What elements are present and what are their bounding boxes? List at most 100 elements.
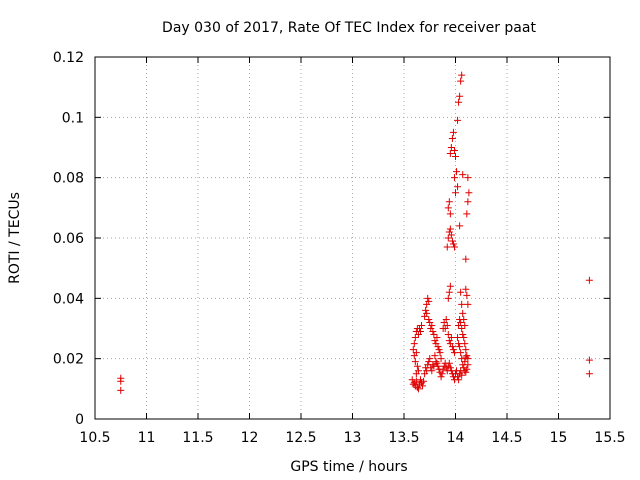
- data-point: [418, 321, 426, 329]
- data-point: [463, 291, 471, 299]
- axis-ticks: 10.5 11 11.5 12 12.5 13 13.5 14 14.5 15 15.5 0 0.02 0…: [53, 50, 626, 446]
- data-point: [411, 334, 419, 342]
- data-point: [425, 297, 433, 305]
- data-point: [455, 98, 463, 106]
- data-point: [458, 300, 466, 308]
- data-point: [464, 300, 472, 308]
- x-tick-label: 13.5: [388, 430, 419, 446]
- data-point: [436, 349, 444, 357]
- data-point: [448, 343, 456, 351]
- chart-title: Day 030 of 2017, Rate Of TEC Index for r…: [162, 20, 536, 36]
- y-tick-label: 0.06: [53, 231, 84, 247]
- data-point: [462, 285, 470, 293]
- data-point: [425, 315, 433, 323]
- data-point: [422, 306, 430, 314]
- y-tick-label: 0: [75, 412, 84, 428]
- data-point: [463, 365, 471, 373]
- data-point: [445, 359, 453, 367]
- data-point: [454, 116, 462, 124]
- data-point: [424, 294, 432, 302]
- data-points: [117, 71, 593, 394]
- data-point: [458, 371, 466, 379]
- data-point: [443, 321, 451, 329]
- y-axis-label: ROTI / TECUs: [7, 192, 23, 284]
- data-point: [458, 355, 466, 363]
- data-point: [457, 349, 465, 357]
- data-point: [458, 325, 466, 332]
- data-point: [437, 373, 445, 381]
- data-point: [444, 204, 452, 212]
- y-tick-label: 0.02: [53, 352, 84, 368]
- data-point: [464, 361, 472, 369]
- data-point: [458, 71, 466, 79]
- data-point: [428, 321, 436, 329]
- data-point: [435, 346, 443, 354]
- data-point: [420, 377, 428, 385]
- data-point: [455, 376, 463, 384]
- data-point: [457, 288, 465, 296]
- data-point: [455, 340, 463, 348]
- data-point: [437, 355, 445, 363]
- data-point: [454, 334, 462, 342]
- data-point: [459, 171, 467, 179]
- grid: [95, 57, 610, 419]
- data-point: [412, 377, 420, 385]
- data-point: [462, 353, 470, 361]
- data-point: [416, 376, 424, 384]
- data-point: [431, 352, 439, 360]
- data-point: [461, 358, 469, 366]
- data-point: [462, 368, 470, 376]
- y-tick-label: 0.08: [53, 171, 84, 187]
- data-point: [433, 334, 441, 342]
- data-point: [446, 364, 454, 372]
- data-point: [416, 328, 424, 336]
- data-point: [438, 370, 446, 378]
- data-point: [448, 237, 456, 245]
- data-point: [462, 255, 470, 263]
- x-tick-label: 10.5: [79, 430, 110, 446]
- x-tick-label: 15: [550, 430, 568, 446]
- data-point: [429, 361, 437, 369]
- data-point: [446, 210, 454, 218]
- data-point: [459, 331, 467, 339]
- data-point: [460, 334, 468, 342]
- data-point: [414, 367, 422, 375]
- data-point: [464, 174, 472, 182]
- data-point: [433, 359, 441, 367]
- y-tick-label: 0.1: [62, 110, 84, 126]
- data-point: [425, 358, 433, 366]
- data-point: [461, 340, 469, 348]
- x-tick-label: 12: [241, 430, 259, 446]
- data-point: [442, 315, 450, 323]
- data-point: [449, 346, 457, 354]
- data-point: [428, 367, 436, 375]
- data-point: [459, 309, 467, 317]
- data-point: [447, 334, 455, 342]
- x-tick-label: 11: [138, 430, 156, 446]
- data-point: [454, 183, 462, 191]
- data-point: [444, 331, 452, 339]
- data-point: [429, 328, 437, 336]
- data-point: [117, 377, 125, 385]
- data-point: [585, 356, 593, 364]
- data-point: [456, 92, 464, 100]
- data-point: [463, 210, 471, 218]
- data-point: [434, 362, 442, 370]
- data-point: [411, 358, 419, 366]
- x-tick-label: 11.5: [182, 430, 213, 446]
- data-point: [456, 315, 464, 323]
- data-point: [444, 294, 452, 302]
- x-axis-label: GPS time / hours: [290, 459, 407, 475]
- data-point: [412, 349, 420, 357]
- data-point: [445, 288, 453, 296]
- data-point: [446, 150, 454, 158]
- data-point: [465, 189, 473, 197]
- data-point: [413, 362, 421, 370]
- data-point: [585, 276, 593, 284]
- data-point: [117, 386, 125, 394]
- data-point: [452, 189, 459, 197]
- data-point: [462, 346, 470, 354]
- data-point: [452, 153, 459, 161]
- data-point: [456, 222, 464, 230]
- data-point: [450, 147, 458, 155]
